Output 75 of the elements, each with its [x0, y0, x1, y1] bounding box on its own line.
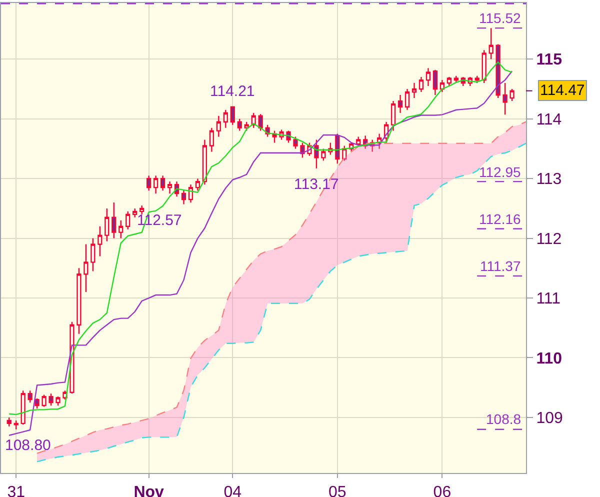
candlestick [398, 94, 403, 114]
candlestick [482, 50, 486, 84]
candlestick [314, 139, 319, 170]
candlestick [230, 106, 235, 126]
candlestick [118, 220, 124, 239]
y-tick-label: 109 [536, 410, 563, 428]
candlestick [432, 69, 438, 96]
x-tick-label: 31 [7, 484, 26, 497]
annotation: 113.17 [294, 176, 339, 193]
candlestick [488, 27, 494, 60]
y-tick-label: 110 [536, 350, 562, 368]
x-tick-label: 04 [224, 484, 242, 497]
candlestick [6, 416, 12, 428]
candlestick [167, 180, 172, 194]
candlestick [20, 390, 26, 426]
candlestick [258, 113, 263, 132]
ref-line-label: 108.8 [486, 411, 522, 427]
candlestick [293, 136, 298, 150]
candlestick [446, 76, 452, 87]
candlestick [502, 82, 508, 116]
candlestick [209, 127, 214, 152]
candlestick [426, 68, 431, 87]
candlestick [188, 184, 194, 204]
candlestick [216, 115, 221, 138]
candlestick [14, 420, 18, 430]
y-tick-label: 114 [536, 111, 562, 128]
candlestick [112, 202, 116, 239]
ref-line-label: 112.16 [479, 211, 521, 227]
candlestick [181, 190, 186, 205]
x-tick-label: 05 [328, 484, 346, 497]
annotation: 108.80 [5, 437, 51, 454]
candlestick [418, 76, 424, 93]
y-tick-label: 111 [536, 290, 561, 308]
ref-line-label: 115.52 [479, 10, 521, 26]
candlestick [356, 136, 361, 146]
candlestick [160, 174, 166, 192]
candlestick [28, 390, 32, 404]
candlestick [496, 44, 500, 99]
candlestick [104, 208, 110, 242]
candlestick [223, 109, 228, 128]
candlestick [132, 208, 138, 218]
candlestick [195, 178, 200, 192]
candlestick [272, 130, 277, 144]
candlestick [335, 133, 340, 164]
candlestick [412, 82, 417, 99]
candlestick [48, 392, 54, 406]
x-tick-label: Nov [134, 484, 164, 497]
annotation: 114.21 [210, 83, 255, 100]
candlestick [34, 398, 40, 410]
text: 114.47 [540, 82, 585, 99]
candlestick [510, 88, 514, 102]
candlestick [56, 396, 60, 406]
candlestick [474, 75, 480, 84]
candlestick [440, 79, 444, 93]
candlestick [321, 148, 326, 162]
candlestick [126, 210, 130, 230]
candlestick [300, 142, 305, 158]
candlestick [202, 139, 207, 186]
candlestick [42, 394, 46, 408]
y-tick-label: 115 [536, 52, 562, 69]
candlestick [90, 238, 96, 272]
candlestick [454, 75, 458, 84]
y-tick-label: 112 [536, 230, 562, 248]
candlestick [84, 244, 88, 293]
candlestick [390, 100, 396, 132]
candlestick [237, 118, 242, 132]
candlestick [76, 268, 82, 334]
x-tick-label: 06 [433, 484, 452, 497]
ref-line-label: 111.37 [480, 258, 521, 274]
candlestick [153, 174, 158, 194]
candlestick [146, 174, 152, 192]
y-tick-label: 113 [536, 171, 562, 188]
candlestick [404, 88, 410, 110]
ref-line-label: 112.95 [479, 164, 521, 180]
candlestick [98, 226, 102, 257]
